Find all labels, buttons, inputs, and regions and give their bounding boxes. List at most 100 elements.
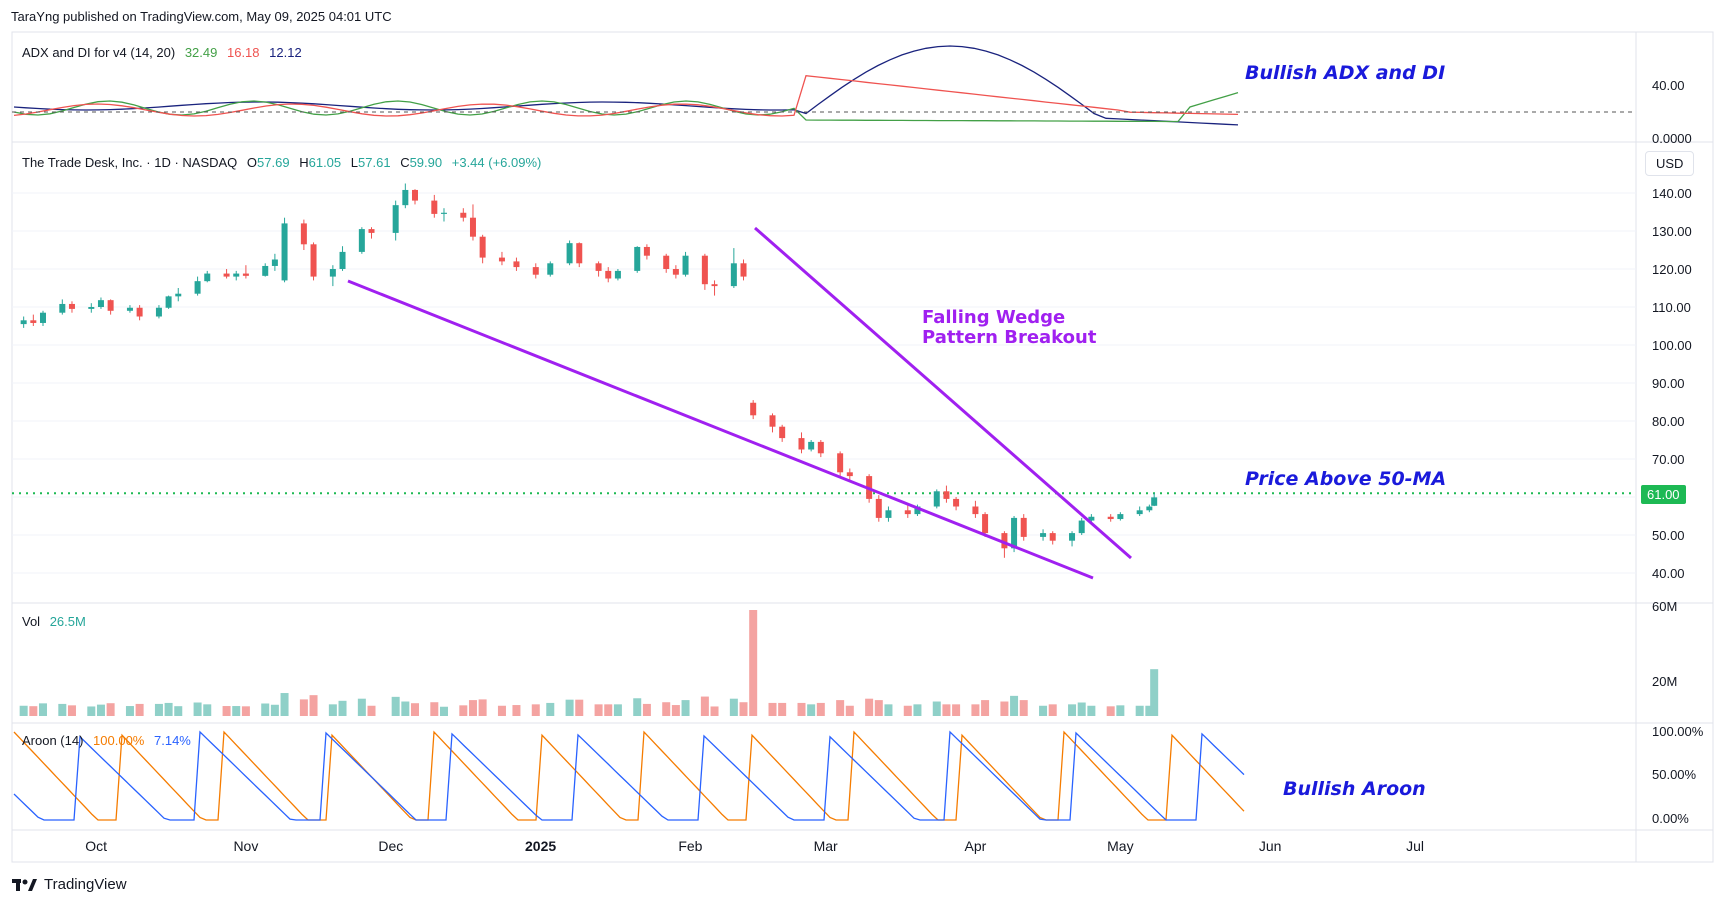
candle (392, 200, 399, 241)
candle-body (175, 293, 182, 297)
candle-body (368, 229, 375, 233)
candle-body (329, 269, 336, 277)
candle-body (1011, 517, 1018, 549)
candle (682, 251, 689, 277)
candle-body (682, 255, 689, 275)
candle (1117, 512, 1124, 521)
volume-bar (845, 705, 854, 716)
volume-bar (58, 703, 67, 716)
chart-frame (11, 31, 1714, 863)
volume-bar (430, 702, 439, 716)
candle-body (30, 320, 37, 323)
candle (59, 299, 66, 315)
candle (20, 316, 27, 328)
volume-bar (739, 702, 748, 716)
volume-bar (768, 702, 777, 716)
vol-axis-20m: 20M (1652, 674, 1678, 689)
candle-body (1136, 510, 1143, 515)
volume-bar (749, 610, 758, 716)
candle-body (1049, 533, 1056, 541)
volume-bar (19, 705, 28, 716)
aroon-axis-0: 0.00% (1652, 811, 1689, 826)
candle (194, 276, 201, 296)
volume-bar (478, 699, 487, 716)
candle-body (614, 270, 621, 279)
candle (431, 194, 438, 218)
volume-bar (410, 703, 419, 716)
candle (846, 468, 853, 480)
volume-bar (700, 696, 709, 716)
volume-bar (565, 699, 574, 716)
volume-bar (1145, 705, 1154, 716)
volume-bar (546, 702, 555, 716)
candle-body (194, 281, 201, 294)
open-value: 57.69 (257, 155, 290, 170)
volume-bar (106, 703, 115, 716)
candle-body (711, 284, 718, 287)
candle (982, 512, 989, 537)
candle-body (97, 300, 104, 307)
volume-bar (96, 704, 105, 716)
candle-body (136, 307, 143, 317)
volume-bar (270, 704, 279, 716)
adx-axis-40: 40.00 (1652, 78, 1685, 93)
candle (750, 400, 757, 420)
candle (402, 183, 409, 209)
candle-body (411, 189, 418, 201)
di-plus-line (13, 91, 1239, 123)
candle (175, 288, 182, 302)
last-price-tag: 61.00 (1641, 485, 1686, 504)
tradingview-logo-icon (12, 878, 37, 891)
volume-bar (942, 704, 951, 716)
volume-bar (903, 705, 912, 716)
aroon-up-value: 100.00% (93, 733, 145, 748)
x-axis-label: Dec (378, 838, 403, 854)
candle (68, 301, 75, 313)
annotation-falling-wedge: Falling Wedge Pattern Breakout (922, 308, 1096, 348)
volume-bar (816, 702, 825, 716)
price-tick-label: 70.00 (1652, 452, 1685, 467)
volume-bar (338, 700, 347, 716)
candle-body (953, 498, 960, 507)
candle-body (769, 415, 776, 427)
x-axis-label: Jun (1259, 838, 1282, 854)
volume-bar (1068, 704, 1077, 716)
candle (730, 248, 737, 288)
price-tick-label: 90.00 (1652, 376, 1685, 391)
candle-body (982, 514, 989, 534)
candle-body (1069, 533, 1076, 541)
candle-body (498, 257, 505, 262)
candle (614, 269, 621, 281)
volume-bar (613, 704, 622, 716)
volume-bar (1087, 705, 1096, 716)
candle (798, 432, 805, 454)
currency-button[interactable]: USD (1645, 151, 1695, 176)
candle (262, 263, 269, 277)
candle-body (875, 498, 882, 518)
volume-bar (952, 704, 961, 716)
candle-body (233, 273, 240, 277)
candle-body (817, 441, 824, 454)
x-axis-label: 2025 (525, 838, 556, 854)
close-label: C (400, 155, 410, 170)
volume-bar (1116, 705, 1125, 716)
candle (953, 497, 960, 511)
volume-bar (38, 703, 47, 716)
vol-value: 26.5M (49, 614, 86, 629)
volume-bar (594, 704, 603, 716)
volume-bar (981, 700, 990, 716)
price-tick-label: 50.00 (1652, 528, 1685, 543)
volume-bar (1106, 706, 1115, 716)
candle (358, 227, 365, 254)
volume-bar (778, 702, 787, 716)
price-tick-label: 100.00 (1652, 338, 1692, 353)
candle (242, 265, 249, 279)
candle-body (479, 236, 486, 258)
candle-body (547, 263, 554, 275)
candle-body (672, 269, 679, 275)
publisher-line: TaraYng published on TradingView.com, Ma… (11, 9, 392, 24)
candle (126, 305, 133, 313)
low-value: 57.61 (358, 155, 391, 170)
volume-bar (797, 702, 806, 716)
candle (281, 217, 288, 283)
